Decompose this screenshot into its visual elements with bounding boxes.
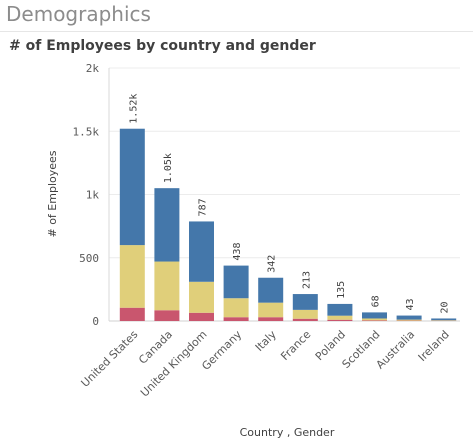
x-category-label: Italy [253, 328, 279, 354]
bar-segment[interactable] [292, 309, 318, 319]
data-label: 438 [232, 243, 243, 261]
y-tick-label: 1k [86, 189, 100, 202]
bar-segment[interactable] [292, 294, 318, 310]
data-label: 20 [440, 301, 451, 313]
bar-segment[interactable] [258, 302, 284, 318]
y-axis-label: # of Employees [46, 150, 59, 237]
chart-title: # of Employees by country and gender [9, 38, 316, 54]
y-tick-label: 0 [92, 315, 99, 328]
data-label: 1.05k [163, 153, 174, 183]
bar-segment[interactable] [327, 315, 353, 320]
x-axis-label: Country , Gender [240, 426, 335, 439]
bar-segment[interactable] [119, 128, 145, 246]
data-label: 43 [405, 299, 416, 311]
y-tick-label: 500 [79, 252, 99, 265]
data-label: 135 [336, 281, 347, 299]
bar-segment[interactable] [154, 310, 180, 321]
bars [119, 128, 457, 321]
data-label: 213 [301, 271, 312, 289]
x-category-label: France [278, 328, 313, 363]
x-category-label: Ireland [416, 328, 452, 364]
bar-segment[interactable] [258, 317, 284, 321]
bar-segment[interactable] [292, 318, 318, 321]
bar-segment[interactable] [119, 245, 145, 308]
x-category-label: Australia [374, 328, 418, 372]
bar-segment[interactable] [189, 281, 214, 313]
bar-segment[interactable] [223, 298, 249, 318]
data-label: 1.52k [128, 94, 139, 124]
bar-segment[interactable] [189, 312, 214, 321]
bar-segment[interactable] [189, 221, 214, 282]
data-label: 342 [267, 255, 278, 273]
bar-segment[interactable] [223, 265, 249, 299]
bar-segment[interactable] [327, 303, 353, 316]
bar-segment[interactable] [396, 319, 422, 321]
sheet-title: Demographics [6, 2, 151, 26]
bar-segment[interactable] [258, 277, 284, 303]
data-labels: 1.52k 1.05k 787 438 342 213 135 68 43 20 [128, 94, 450, 314]
data-label: 68 [371, 295, 382, 307]
bar-segment[interactable] [223, 317, 249, 321]
data-label: 787 [198, 198, 209, 216]
bar-segment[interactable] [119, 307, 145, 321]
bar-segment[interactable] [396, 315, 422, 320]
bar-segment[interactable] [154, 261, 180, 311]
bar-segment[interactable] [362, 312, 387, 319]
title-divider [0, 31, 473, 32]
y-tick-label: 1.5k [73, 125, 100, 138]
y-axis-ticks: 0 500 1k 1.5k 2k [73, 62, 100, 328]
bar-segment[interactable] [431, 320, 457, 321]
bar-segment[interactable] [362, 318, 387, 321]
x-category-label: United States [79, 328, 141, 390]
bar-segment[interactable] [327, 319, 353, 321]
bar-segment[interactable] [362, 320, 387, 321]
bar-segment[interactable] [431, 318, 457, 321]
y-tick-label: 2k [86, 62, 100, 75]
bar-segment[interactable] [154, 188, 180, 262]
